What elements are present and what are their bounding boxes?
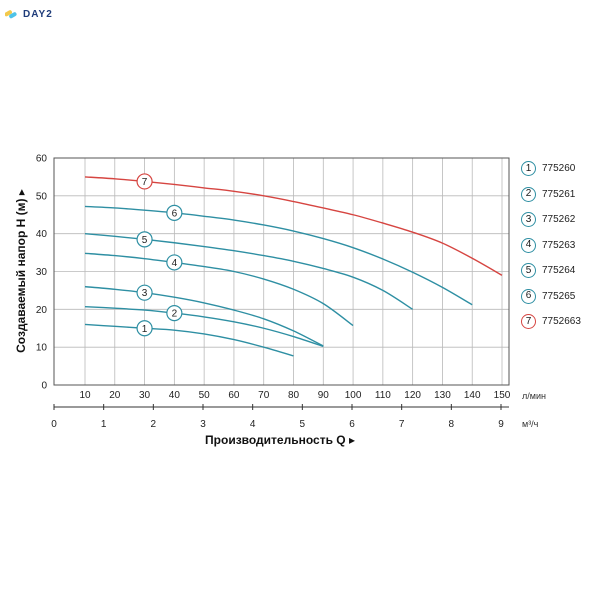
curve-marker-number: 5 [142,235,148,246]
x-tick-label: 20 [109,390,121,401]
y-tick-label: 20 [36,305,48,316]
legend-label: 775261 [542,188,576,200]
x-tick-label: 140 [464,390,481,401]
x-axis-title: Производительность Q ▸ [205,433,355,447]
legend-badge: 4 [521,237,536,253]
curve-7752663 [84,176,503,276]
curve-marker-number: 6 [172,208,178,219]
x-unit-label: л/мин [522,391,546,401]
y-axis: 0 10 20 30 40 50 60 [36,154,48,392]
y-tick-label: 60 [36,154,48,165]
curve-marker-6 [166,204,183,221]
x-tick-label: 60 [228,390,240,401]
legend-label: 775262 [542,214,576,226]
y-tick-label: 30 [36,267,48,278]
curve-marker-number: 1 [142,324,148,335]
x-tick-label: 150 [494,390,511,401]
curve-775260 [84,323,294,357]
legend-item: 7 7752663 [521,309,599,335]
curve-markers: 1 2 3 4 5 6 7 [136,173,183,337]
brand-logo: DAY2 [3,4,73,28]
legend: 1 775260 2 775261 3 775262 4 775263 5 775264 6 7752… [521,156,599,335]
x-tick-label: 40 [169,390,181,401]
curve-marker-7 [136,173,153,190]
brand-mark-icon [5,10,17,19]
legend-label: 775260 [542,163,576,175]
x2-tick-label: 1 [101,419,107,430]
curve-marker-number: 2 [172,309,178,320]
plot-frame [53,157,510,386]
legend-item: 6 775265 [521,284,599,310]
x2-tick-label: 7 [399,419,405,430]
x2-tick-label: 5 [300,419,306,430]
y-tick-label: 10 [36,343,48,354]
x-tick-label: 120 [404,390,421,401]
curve-775263 [84,252,354,327]
x-tick-label: 100 [345,390,362,401]
y-tick-label: 40 [36,229,48,240]
legend-label: 775265 [542,290,576,302]
curve-marker-4 [166,254,183,271]
x2-unit-label: м³/ч [522,419,539,429]
y-axis-title: Создаваемый напор H (м) ▸ [14,189,28,353]
x-tick-label: 80 [288,390,300,401]
x2-tick-label: 2 [151,419,157,430]
legend-badge: 1 [521,161,536,177]
x2-tick-label: 0 [51,419,57,430]
x-tick-label: 130 [434,390,451,401]
curve-775262 [84,285,324,347]
x-tick-label: 50 [199,390,211,401]
y-tick-label: 50 [36,191,48,202]
legend-badge: 6 [521,288,536,304]
curve-marker-number: 7 [142,177,148,188]
legend-label: 7752663 [542,316,581,328]
x-tick-label: 110 [375,390,391,401]
legend-item: 3 775262 [521,207,599,233]
legend-badge: 7 [521,314,536,330]
x2-tick-label: 9 [498,419,504,430]
brand-name: DAY2 [23,9,53,20]
x-tick-label: 90 [318,390,330,401]
legend-label: 775264 [542,265,576,277]
grid [54,157,509,386]
x2-tick-label: 3 [200,419,206,430]
legend-badge: 5 [521,263,536,279]
curve-marker-5 [136,231,153,248]
curve-marker-2 [166,305,183,322]
x-tick-label: 10 [79,390,91,401]
legend-item: 2 775261 [521,182,599,208]
x-tick-label: 70 [258,390,270,401]
curve-marker-number: 4 [172,258,178,269]
curve-775261 [84,305,324,348]
legend-label: 775263 [542,239,576,251]
legend-item: 1 775260 [521,156,599,182]
legend-badge: 3 [521,212,536,228]
y-tick-label: 0 [41,381,47,392]
x-tick-label: 30 [139,390,151,401]
curve-marker-3 [136,284,153,301]
legend-badge: 2 [521,186,536,202]
x2-tick-label: 4 [250,419,256,430]
legend-item: 4 775263 [521,233,599,259]
x2-tick-label: 6 [349,419,355,430]
x-axis-lpm: 10 20 30 40 50 60 70 80 90 100 110 120 130 140 150 [79,390,510,401]
x2-tick-label: 8 [449,419,455,430]
curve-marker-number: 3 [142,288,148,299]
x-axis-m3h: 0 1 2 3 4 5 6 7 8 9 [51,404,504,430]
legend-item: 5 775264 [521,258,599,284]
curve-marker-1 [136,320,153,337]
curve-775265 [84,205,473,306]
